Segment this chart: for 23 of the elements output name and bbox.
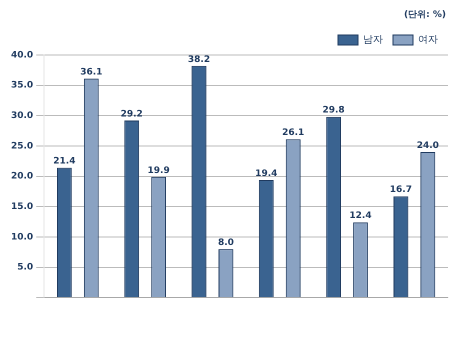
y-tick-label: 10.0 (10, 232, 34, 242)
y-tick-label: 40.0 (10, 50, 34, 60)
data-label: 29.2 (120, 109, 143, 120)
data-label: 38.2 (188, 54, 210, 65)
legend-label: 여자 (418, 34, 438, 46)
data-label: 26.1 (282, 128, 304, 138)
legend-label: 남자 (363, 34, 383, 46)
data-label: 19.9 (148, 166, 170, 176)
data-label: 29.8 (322, 106, 345, 116)
data-label: 36.1 (80, 67, 102, 78)
data-label: 21.4 (53, 156, 76, 167)
y-tick-label: 25.0 (10, 141, 34, 152)
data-label: 19.4 (255, 168, 278, 179)
y-tick-label: 20.0 (10, 172, 34, 182)
y-tick-label: 35.0 (10, 80, 34, 91)
y-tick-label: 30.0 (10, 110, 34, 121)
data-label: 8.0 (218, 238, 234, 248)
data-label: 16.7 (390, 185, 412, 196)
data-label: 24.0 (416, 140, 439, 151)
text: (단위: %) (403, 9, 447, 21)
y-tick-label: 5.0 (17, 262, 34, 273)
y-tick-label: 15.0 (10, 202, 34, 212)
data-label: 12.4 (349, 211, 372, 222)
